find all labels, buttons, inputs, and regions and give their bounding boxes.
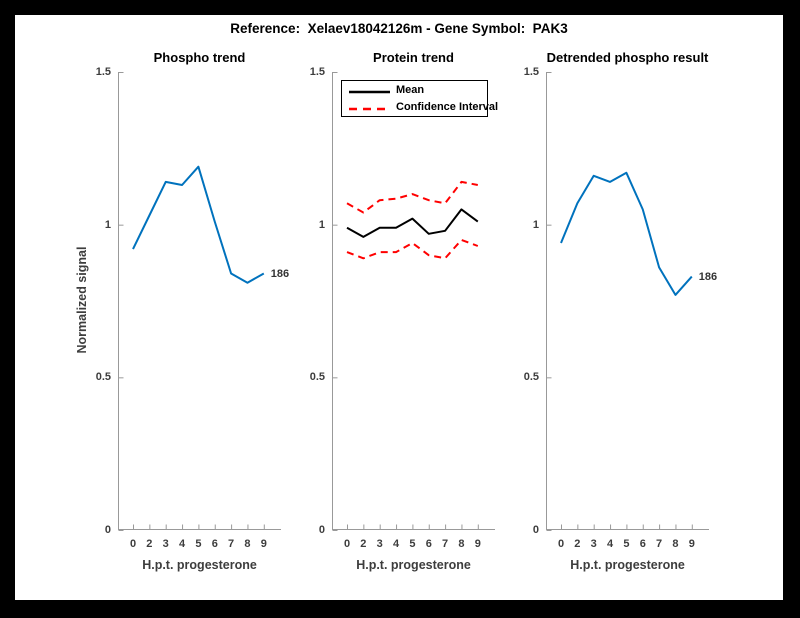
y-tick-label: 0 bbox=[532, 524, 539, 536]
x-tick-label: 0 bbox=[343, 538, 351, 550]
series-end-label: 186 bbox=[270, 267, 290, 280]
x-tick-label: 9 bbox=[688, 538, 695, 550]
x-tick-label: 3 bbox=[162, 538, 169, 550]
legend-label: Confidence Interval bbox=[396, 101, 499, 113]
axes-lines bbox=[118, 72, 281, 531]
series-line-mean bbox=[346, 208, 479, 238]
axes-lines bbox=[332, 72, 495, 531]
y-tick-label: 0.5 bbox=[523, 371, 539, 384]
series-line-detrended-phospho bbox=[560, 171, 693, 296]
subplot-protein-trend: Protein trend 0 0.5 1 1.5 0 2 3 4 5 6 7 8 9 H.p.t. pro… bbox=[310, 50, 498, 572]
series-line-phospho-trend bbox=[132, 165, 265, 284]
y-tick-label: 0 bbox=[318, 524, 325, 536]
x-tick-label: 0 bbox=[557, 538, 565, 550]
y-tick-label: 0.5 bbox=[95, 371, 111, 384]
y-tick-label: 0.5 bbox=[309, 371, 325, 384]
x-axis-label: H.p.t. progesterone bbox=[142, 558, 257, 572]
x-tick-label: 2 bbox=[574, 538, 581, 550]
y-tick-label: 1.5 bbox=[95, 66, 111, 78]
legend-box: Mean Confidence Interval bbox=[341, 80, 498, 117]
solid-line-sample-icon bbox=[349, 90, 390, 94]
figure-title: Reference: Xelaev18042126m - Gene Symbol… bbox=[230, 21, 568, 36]
legend-entry-mean: Mean bbox=[342, 83, 487, 100]
x-tick-label: 8 bbox=[458, 538, 465, 550]
x-tick-label: 2 bbox=[146, 538, 153, 550]
plot-area bbox=[332, 72, 495, 531]
x-tick-label: 7 bbox=[442, 538, 449, 550]
subplot-detrended-phospho-result: Detrended phospho result 0 0.5 1 1.5 0 2 3 4 5 6 7 8… bbox=[524, 50, 717, 572]
series-line-confidence-interval-upper bbox=[346, 180, 478, 214]
y-tick-label: 1 bbox=[318, 218, 325, 231]
x-tick-label: 7 bbox=[228, 538, 235, 550]
x-tick-label: 2 bbox=[360, 538, 367, 550]
x-tick-label: 3 bbox=[590, 538, 597, 550]
y-tick-label: 0 bbox=[104, 524, 111, 536]
y-tick-label: 1.5 bbox=[523, 66, 539, 78]
subplot-title: Protein trend bbox=[373, 50, 454, 65]
subplot-title: Phospho trend bbox=[153, 50, 246, 65]
x-tick-label: 7 bbox=[656, 538, 663, 550]
series-line-confidence-interval-lower bbox=[346, 238, 479, 260]
x-tick-label: 9 bbox=[260, 538, 267, 550]
y-tick-label: 1 bbox=[104, 218, 111, 231]
series-end-label: 186 bbox=[698, 270, 718, 283]
x-tick-label: 8 bbox=[672, 538, 679, 550]
legend-label: Mean bbox=[396, 84, 425, 96]
y-tick-label: 1.5 bbox=[309, 66, 325, 78]
x-tick-label: 5 bbox=[195, 538, 202, 550]
x-tick-label: 6 bbox=[211, 538, 218, 550]
figure-canvas: Reference: Xelaev18042126m - Gene Symbol… bbox=[15, 15, 783, 600]
x-tick-label: 6 bbox=[639, 538, 646, 550]
x-tick-label: 4 bbox=[178, 538, 186, 550]
x-tick-label: 5 bbox=[623, 538, 630, 550]
x-tick-label: 4 bbox=[606, 538, 614, 550]
y-axis-label: Normalized signal bbox=[75, 246, 89, 354]
plot-area bbox=[546, 72, 709, 531]
x-axis-label: H.p.t. progesterone bbox=[570, 558, 685, 572]
legend-entry-confidence-interval: Confidence Interval bbox=[342, 100, 498, 117]
x-tick-label: 3 bbox=[376, 538, 383, 550]
axes-lines bbox=[546, 72, 709, 531]
x-tick-label: 8 bbox=[244, 538, 251, 550]
dashed-line-sample-icon bbox=[349, 107, 390, 111]
subplot-phospho-trend: Phospho trend 0 0.5 1 1.5 0 2 3 4 5 6 7 8 9 H.p.t. pro… bbox=[96, 50, 289, 572]
x-tick-label: 5 bbox=[409, 538, 416, 550]
x-tick-label: 4 bbox=[392, 538, 400, 550]
y-tick-label: 1 bbox=[532, 218, 539, 231]
x-tick-label: 9 bbox=[474, 538, 481, 550]
x-axis-label: H.p.t. progesterone bbox=[356, 558, 471, 572]
x-tick-label: 0 bbox=[129, 538, 137, 550]
plot-area bbox=[118, 72, 281, 531]
x-tick-label: 6 bbox=[425, 538, 432, 550]
subplot-title: Detrended phospho result bbox=[546, 50, 709, 65]
